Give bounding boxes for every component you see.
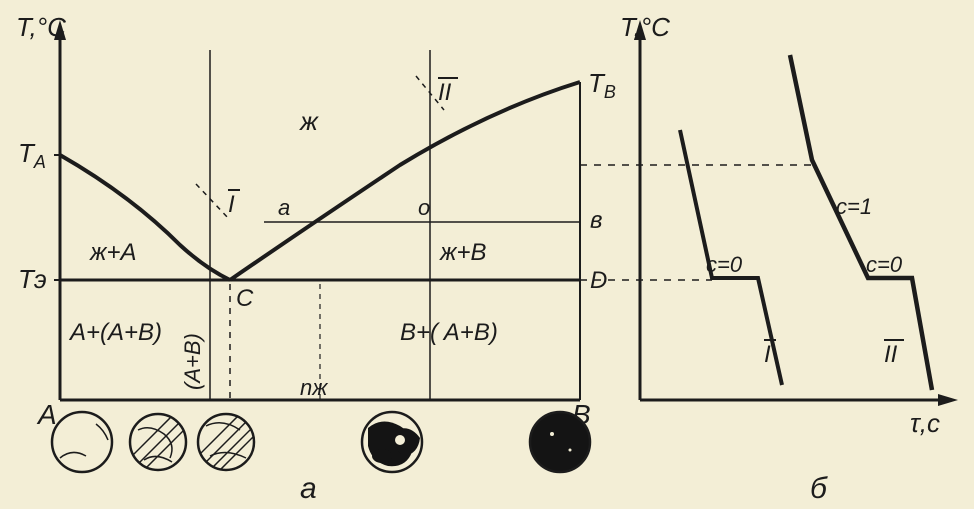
micro-circle-5-speck2 (569, 449, 572, 452)
right-y-axis-label: T,°C (620, 12, 670, 42)
region-liquid-B: ж+B (439, 239, 487, 266)
sublabel-b: б (810, 472, 828, 505)
II-label: II (438, 79, 452, 106)
point-C: C (236, 285, 254, 312)
right-II-label: II (884, 341, 898, 368)
c1-label-II: c=1 (836, 194, 872, 219)
point-D: D (590, 267, 607, 294)
region-solid-left: A+(A+B) (68, 319, 162, 346)
I-label: I (228, 191, 235, 218)
micro-circle-5-speck1 (550, 432, 554, 436)
TB-sub: B (604, 82, 616, 102)
A-corner-label: A (36, 399, 57, 430)
region-liquid-A: ж+A (89, 239, 137, 266)
micro-circle-5 (530, 412, 590, 472)
point-a: a (278, 195, 290, 220)
micro-circle-1 (52, 412, 112, 472)
n-zh-label: nж (300, 375, 328, 400)
micro-circle-4 (362, 412, 422, 472)
region-solid-right: B+( A+B) (400, 319, 498, 346)
point-b: в (590, 207, 603, 234)
phase-diagram-figure: T,°C TA Tэ TB I II ж ж+A ж+B A+(A+B) B+(… (0, 0, 974, 509)
region-eutectic-vert: (A+B) (180, 333, 205, 390)
c0-label-I: c=0 (706, 252, 743, 277)
left-y-axis-label: T,°C (16, 12, 66, 42)
point-o: o (418, 195, 430, 220)
c0-label-II: c=0 (866, 252, 903, 277)
region-liquid: ж (299, 106, 319, 136)
TA-sub: A (33, 152, 46, 172)
sublabel-a: а (300, 472, 317, 505)
right-I-label: I (764, 341, 771, 368)
right-x-axis-label: τ,c (910, 408, 940, 438)
TE-label: Tэ (18, 264, 47, 294)
